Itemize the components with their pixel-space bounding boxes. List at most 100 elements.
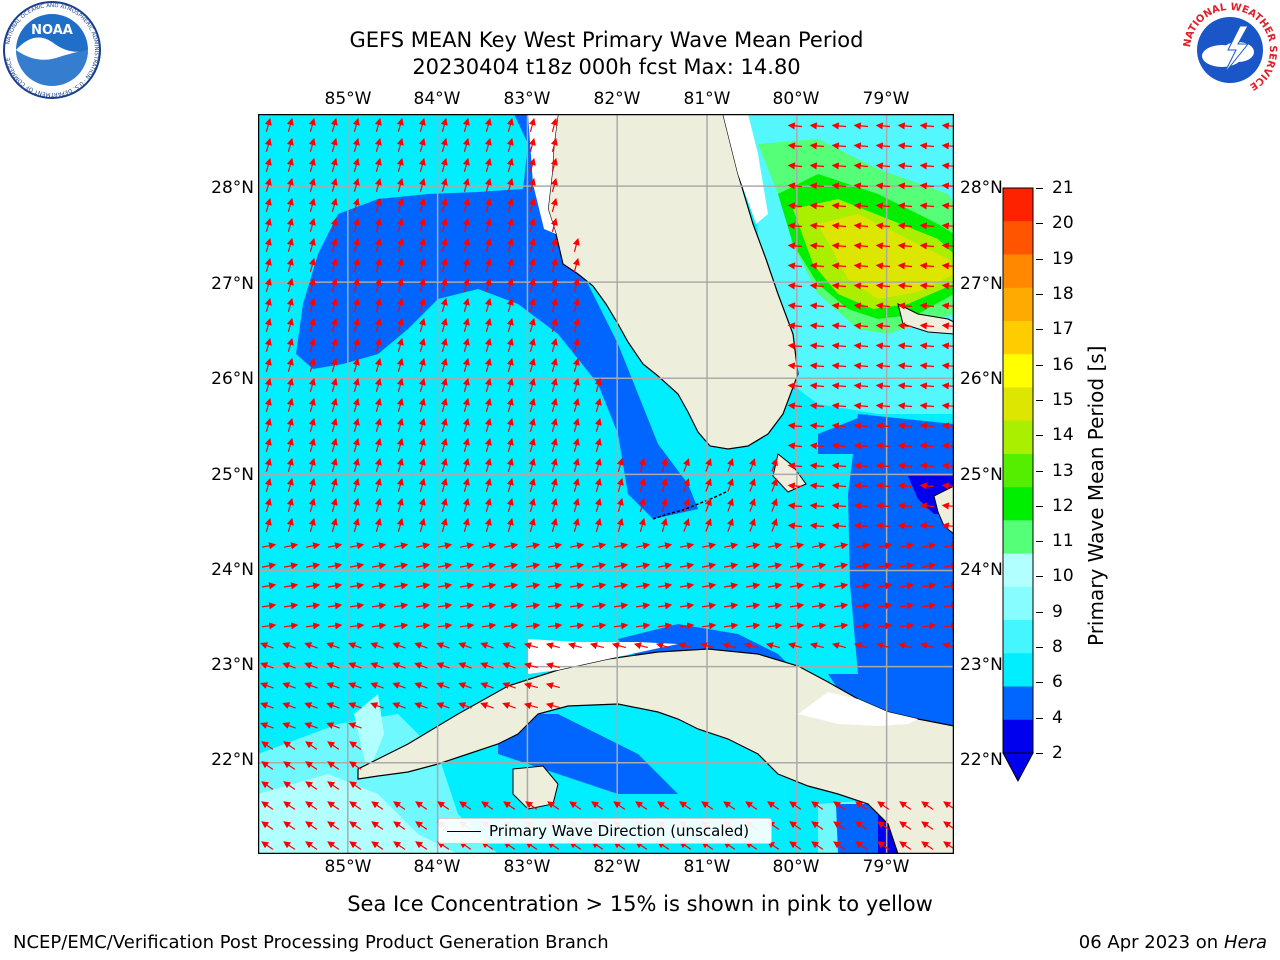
wave-arrow <box>352 417 360 432</box>
wave-arrow <box>528 497 536 512</box>
wave-arrow <box>572 377 580 392</box>
wave-arrow <box>349 622 365 630</box>
wave-arrow <box>370 702 384 709</box>
wave-arrow <box>462 517 470 532</box>
wave-arrow <box>326 642 340 649</box>
wave-arrow <box>528 257 536 272</box>
wave-arrow <box>327 582 343 590</box>
wave-arrow <box>370 642 384 649</box>
wave-arrow <box>528 377 536 392</box>
wave-arrow <box>767 562 783 570</box>
legend-label: Primary Wave Direction (unscaled) <box>489 822 750 840</box>
wave-arrow <box>286 357 294 372</box>
wave-arrow <box>462 117 470 132</box>
wave-arrow <box>919 502 935 510</box>
wave-arrow <box>833 801 846 810</box>
wave-arrow <box>831 162 847 170</box>
wave-arrow <box>550 477 558 492</box>
colorbar-segment <box>1003 188 1033 222</box>
wave-arrow <box>415 582 431 590</box>
wave-arrow <box>919 182 935 190</box>
wave-arrow <box>897 522 913 530</box>
wave-arrow <box>809 362 825 370</box>
wave-arrow <box>308 237 316 252</box>
wave-arrow <box>875 222 891 230</box>
wave-arrow <box>921 562 937 570</box>
wave-arrow <box>286 217 294 232</box>
wave-arrow <box>396 397 404 412</box>
wave-arrow <box>286 417 294 432</box>
colorbar-segment <box>1003 653 1033 688</box>
wave-arrow <box>350 602 365 610</box>
wave-arrow <box>286 397 294 412</box>
wave-arrow <box>875 442 891 450</box>
wave-arrow <box>352 397 360 412</box>
wave-arrow <box>745 562 761 570</box>
wave-arrow <box>853 262 869 270</box>
wave-arrow <box>396 437 404 452</box>
wave-arrow <box>305 622 321 630</box>
colorbar-tick-label: 12 <box>1052 495 1074 516</box>
wave-arrow <box>308 197 316 212</box>
wave-arrow <box>787 342 803 350</box>
wave-arrow <box>833 562 849 570</box>
wave-arrow <box>809 642 824 650</box>
wave-arrow <box>330 357 338 372</box>
wave-arrow <box>811 562 827 570</box>
wave-arrow <box>374 457 382 472</box>
wave-arrow <box>440 337 448 352</box>
wave-arrow <box>941 462 954 470</box>
wave-arrow <box>787 222 803 230</box>
wave-arrow <box>899 582 915 590</box>
wave-arrow <box>308 337 316 352</box>
wave-arrow <box>437 622 453 630</box>
wave-arrow <box>480 642 494 649</box>
wave-arrow <box>875 402 891 410</box>
wave-arrow <box>745 582 761 590</box>
wave-arrow <box>831 382 847 390</box>
wave-arrow <box>349 562 365 570</box>
wave-arrow <box>809 162 825 170</box>
wave-arrow <box>374 397 382 412</box>
wave-arrow <box>771 458 778 472</box>
wave-arrow <box>809 322 825 330</box>
wave-arrow <box>550 117 558 132</box>
wave-arrow <box>286 477 294 492</box>
colorbar <box>1000 186 1036 784</box>
colorbar-segment <box>1003 586 1033 621</box>
wave-arrow <box>260 642 274 649</box>
wave-arrow <box>462 277 470 292</box>
map-legend: Primary Wave Direction (unscaled) <box>438 818 772 844</box>
wave-arrow <box>831 282 847 290</box>
wave-arrow <box>261 562 277 570</box>
wave-arrow <box>371 821 384 830</box>
wave-arrow <box>458 642 472 649</box>
wave-arrow <box>372 602 387 610</box>
wave-arrow <box>941 262 954 270</box>
wave-arrow <box>370 682 384 689</box>
wave-arrow <box>415 841 428 850</box>
wave-arrow <box>308 517 316 532</box>
colorbar-tick-label: 21 <box>1052 178 1074 198</box>
wave-arrow <box>921 622 937 630</box>
wave-arrow <box>283 821 296 830</box>
wave-arrow <box>396 237 404 252</box>
y-tick-right-28n: 28°N <box>960 178 1003 198</box>
wave-arrow <box>919 322 935 330</box>
wave-arrow <box>440 377 448 392</box>
wave-arrow <box>657 622 673 630</box>
wave-arrow <box>765 642 780 650</box>
wave-arrow <box>809 242 825 250</box>
wave-arrow <box>308 257 316 272</box>
wave-arrow <box>550 277 558 292</box>
y-tick-right-25n: 25°N <box>960 465 1003 485</box>
wave-arrow <box>660 497 668 512</box>
wave-arrow <box>264 197 272 212</box>
wave-arrow <box>875 502 891 510</box>
wave-arrow <box>941 402 954 410</box>
wave-arrow <box>327 761 340 770</box>
wave-arrow <box>941 502 954 510</box>
wave-arrow <box>919 482 935 490</box>
wave-arrow <box>330 177 338 192</box>
wave-arrow <box>506 237 514 252</box>
